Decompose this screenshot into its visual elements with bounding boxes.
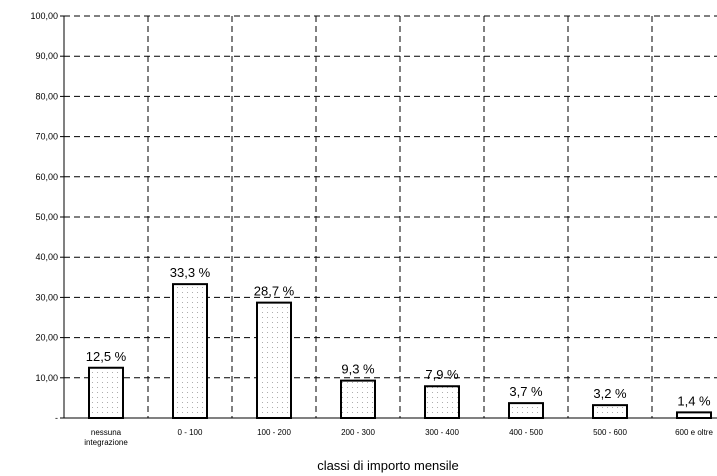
data-label: 3,7 % [509,384,543,399]
x-tick-label: 400 - 500 [509,428,543,437]
data-label: 7,9 % [425,367,459,382]
bar [676,411,712,420]
y-axis-tick-labels: - 10,00 20,00 30,00 40,00 50,00 60,00 70,00 80,0… [30,11,58,423]
bar [172,283,208,419]
y-tick-label: 50,00 [35,212,58,222]
bar [340,379,376,420]
y-tick-label: - [55,413,58,423]
x-axis-title: classi di importo mensile [317,458,459,473]
x-tick-label: 500 - 600 [593,428,627,437]
y-tick-label: 40,00 [35,252,58,262]
x-tick-label: 200 - 300 [341,428,375,437]
x-tick-label: 600 e oltre [675,428,713,437]
y-tick-label: 10,00 [35,373,58,383]
y-tick-label: 60,00 [35,172,58,182]
y-tick-label: 90,00 [35,51,58,61]
bars [88,283,712,420]
x-tick-label: nessuna [91,428,122,437]
data-labels: 12,5 % 33,3 % 28,7 % 9,3 % 7,9 % 3,7 % 3,2 % 1,… [86,265,711,408]
bar [256,301,292,420]
data-label: 33,3 % [170,265,211,280]
data-label: 1,4 % [677,393,711,408]
gridlines [64,15,717,418]
y-tick-label: 80,00 [35,91,58,101]
x-tick-label: integrazione [84,438,128,447]
data-label: 3,2 % [593,386,627,401]
bar [424,385,460,420]
data-label: 9,3 % [341,362,375,377]
y-tick-label: 30,00 [35,292,58,302]
y-tick-label: 100,00 [30,11,58,21]
y-tick-label: 20,00 [35,333,58,343]
data-label: 12,5 % [86,349,127,364]
x-tick-label: 300 - 400 [425,428,459,437]
bar [592,404,628,419]
data-label: 28,7 % [254,284,295,299]
x-tick-label: 0 - 100 [178,428,203,437]
bar [508,402,544,420]
x-tick-label: 100 - 200 [257,428,291,437]
y-tick-label: 70,00 [35,132,58,142]
bar [88,366,124,419]
